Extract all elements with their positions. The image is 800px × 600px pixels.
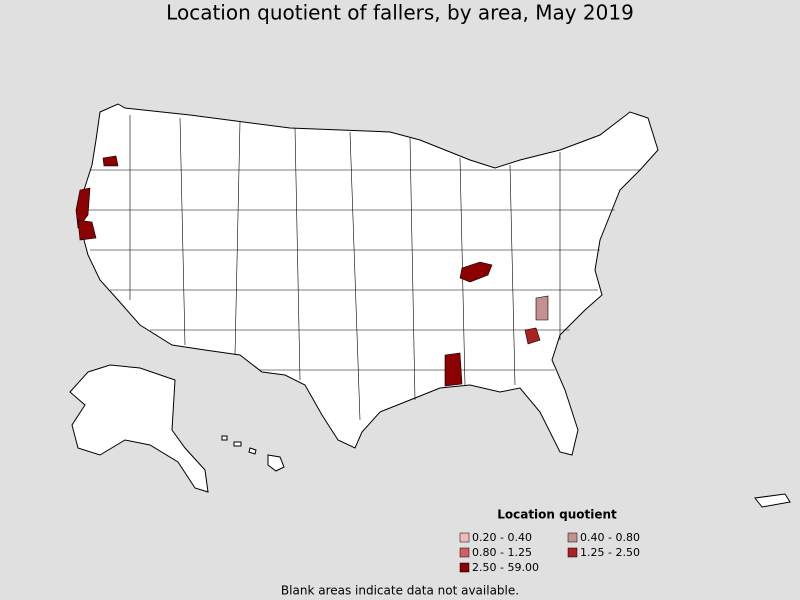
legend-label: 1.25 - 2.50 <box>580 546 640 559</box>
area <box>102 155 119 167</box>
contiguous-us <box>79 103 659 456</box>
legend-swatch <box>567 547 578 558</box>
area <box>535 295 549 321</box>
highlighted-areas <box>75 155 549 387</box>
area <box>459 261 493 283</box>
legend-swatch <box>459 532 470 543</box>
footnote: Blank areas indicate data not available. <box>281 584 519 598</box>
alaska <box>69 364 209 493</box>
legend: Location quotient 0.20 - 0.40 0.40 - 0.80… <box>459 508 640 574</box>
map-title: Location quotient of fallers, by area, M… <box>166 1 634 25</box>
hawaii <box>221 435 285 472</box>
legend-label: 0.40 - 0.80 <box>580 531 640 544</box>
map <box>69 103 791 508</box>
legend-label: 2.50 - 59.00 <box>472 561 539 574</box>
area <box>444 352 463 387</box>
legend-swatch <box>567 532 578 543</box>
puerto-rico <box>754 493 791 508</box>
legend-swatch <box>459 547 470 558</box>
area <box>524 327 541 345</box>
legend-swatch <box>459 562 470 573</box>
legend-title: Location quotient <box>497 508 617 522</box>
legend-label: 0.20 - 0.40 <box>472 531 532 544</box>
legend-label: 0.80 - 1.25 <box>472 546 532 559</box>
area <box>77 219 97 241</box>
